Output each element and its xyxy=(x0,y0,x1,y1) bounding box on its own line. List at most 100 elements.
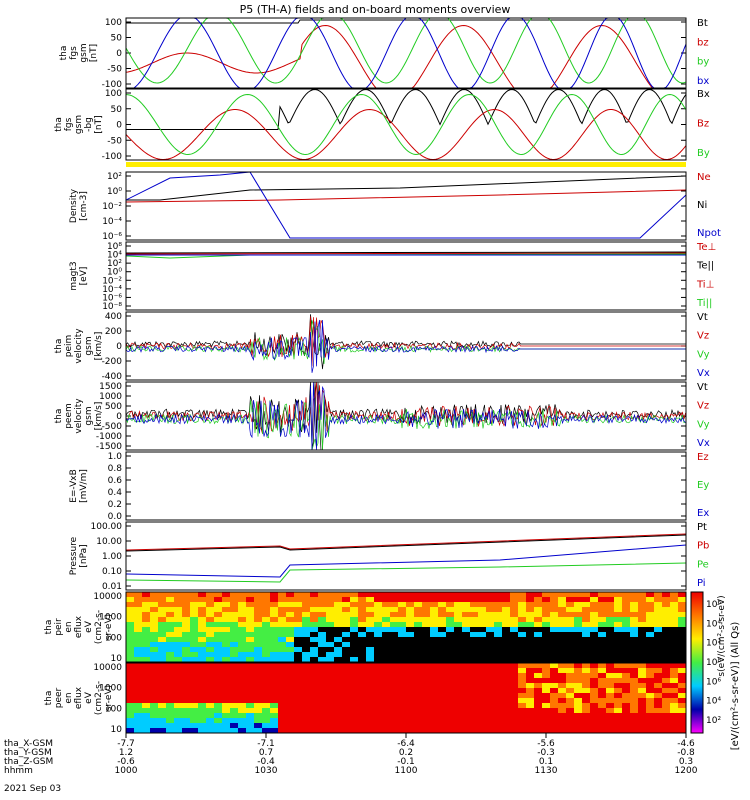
spectrogram-cell xyxy=(510,637,519,643)
spectrogram-cell xyxy=(278,602,287,608)
spectrogram-cell xyxy=(214,612,223,618)
spectrogram-cell xyxy=(190,612,199,618)
spectrogram-cell xyxy=(454,622,463,628)
spectrogram-cell xyxy=(566,657,575,662)
spectrogram-cell xyxy=(486,632,495,638)
spectrogram-cell xyxy=(366,708,375,714)
spectrogram-cell xyxy=(430,627,439,633)
spectrogram-cell xyxy=(126,673,135,679)
spectrogram-cell xyxy=(318,602,327,608)
spectrogram-cell xyxy=(630,617,639,623)
spectrogram-cell xyxy=(398,683,407,689)
spectrogram-cell xyxy=(558,602,567,608)
spectrogram-cell xyxy=(654,708,663,714)
ylabel-line: Pressure xyxy=(69,536,79,575)
spectrogram-cell xyxy=(422,637,431,643)
spectrogram-cell xyxy=(294,647,303,653)
spectrogram-cell xyxy=(126,637,135,643)
spectrogram-cell xyxy=(206,683,215,689)
spectrogram-cell xyxy=(342,642,351,648)
spectrogram-cell xyxy=(238,597,247,603)
spectrogram-cell xyxy=(350,622,359,628)
spectrogram-cell xyxy=(302,652,311,658)
spectrogram-cell xyxy=(206,703,215,709)
spectrogram-cell xyxy=(566,612,575,618)
spectrogram-cell xyxy=(390,637,399,643)
spectrogram-cell xyxy=(438,627,447,633)
spectrogram-cell xyxy=(598,723,607,729)
spectrogram-cell xyxy=(446,627,455,633)
spectrogram-cell xyxy=(134,703,143,709)
spectrogram-cell xyxy=(318,678,327,684)
spectrogram-cell xyxy=(398,698,407,704)
spectrogram-cell xyxy=(422,713,431,719)
spectrogram-cell xyxy=(438,728,447,733)
ytick-label: 0 xyxy=(116,121,122,131)
ylabel-line: tha xyxy=(44,620,54,635)
spectrogram-cell xyxy=(534,673,543,679)
spectrogram-cell xyxy=(294,597,303,603)
spectrogram-cell xyxy=(238,723,247,729)
x-value: -0.4 xyxy=(257,757,275,767)
spectrogram-cell xyxy=(534,718,543,724)
spectrogram-cell xyxy=(646,678,655,684)
spectrogram-cell xyxy=(334,698,343,704)
spectrogram-cell xyxy=(542,642,551,648)
spectrogram-cell xyxy=(558,607,567,613)
spectrogram-cell xyxy=(390,647,399,653)
spectrogram-cell xyxy=(142,632,151,638)
spectrogram-cell xyxy=(294,683,303,689)
spectrogram-cell xyxy=(318,723,327,729)
spectrogram-cell xyxy=(662,657,671,662)
ytick-label: -1000 xyxy=(96,432,122,442)
spectrogram-cell xyxy=(182,718,191,724)
ytick-label: 0.10 xyxy=(102,567,122,577)
spectrogram-cell xyxy=(454,703,463,709)
spectrogram-cell xyxy=(590,723,599,729)
spectrogram-cell xyxy=(286,668,295,674)
spectrogram-cell xyxy=(422,718,431,724)
spectrogram-cell xyxy=(230,632,239,638)
spectrogram-cell xyxy=(390,688,399,694)
series-Pe xyxy=(126,562,686,583)
spectrogram-cell xyxy=(142,703,151,709)
spectrogram-cell xyxy=(654,723,663,729)
spectrogram-cell xyxy=(366,728,375,733)
spectrogram-cell xyxy=(158,703,167,709)
spectrogram-cell xyxy=(246,693,255,699)
spectrogram-cell xyxy=(510,683,519,689)
spectrogram-cell xyxy=(422,703,431,709)
spectrogram-cell xyxy=(374,698,383,704)
spectrogram-cell xyxy=(566,713,575,719)
spectrogram-cell xyxy=(486,678,495,684)
spectrogram-cell xyxy=(158,602,167,608)
spectrogram-cell xyxy=(158,642,167,648)
spectrogram-cell xyxy=(502,642,511,648)
spectrogram-cell xyxy=(638,597,647,603)
ytick-label: 200 xyxy=(105,327,122,337)
spectrogram-cell xyxy=(494,678,503,684)
legend-Bz: Bz xyxy=(697,119,709,130)
ytick-label: 0.2 xyxy=(108,500,122,510)
spectrogram-cell xyxy=(238,668,247,674)
spectrogram-cell xyxy=(638,688,647,694)
spectrogram-cell xyxy=(358,602,367,608)
spectrogram-cell xyxy=(430,663,439,669)
spectrogram-cell xyxy=(614,627,623,633)
spectrogram-cell xyxy=(454,678,463,684)
panel-pressure: Pressure [nPa]100.0010.001.000.100.01PtPb… xyxy=(69,521,709,592)
spectrogram-cell xyxy=(574,602,583,608)
spectrogram-cell xyxy=(238,622,247,628)
spectrogram-cell xyxy=(198,713,207,719)
spectrogram-cell xyxy=(326,678,335,684)
spectrogram-cell xyxy=(494,683,503,689)
spectrogram-cell xyxy=(294,718,303,724)
spectrogram-cell xyxy=(518,612,527,618)
spectrogram-cell xyxy=(494,622,503,628)
spectrogram-cell xyxy=(606,652,615,658)
spectrogram-cell xyxy=(390,673,399,679)
spectrogram-cell xyxy=(246,728,255,733)
spectrogram-cell xyxy=(166,718,175,724)
spectrogram-cell xyxy=(302,663,311,669)
spectrogram-cell xyxy=(182,602,191,608)
